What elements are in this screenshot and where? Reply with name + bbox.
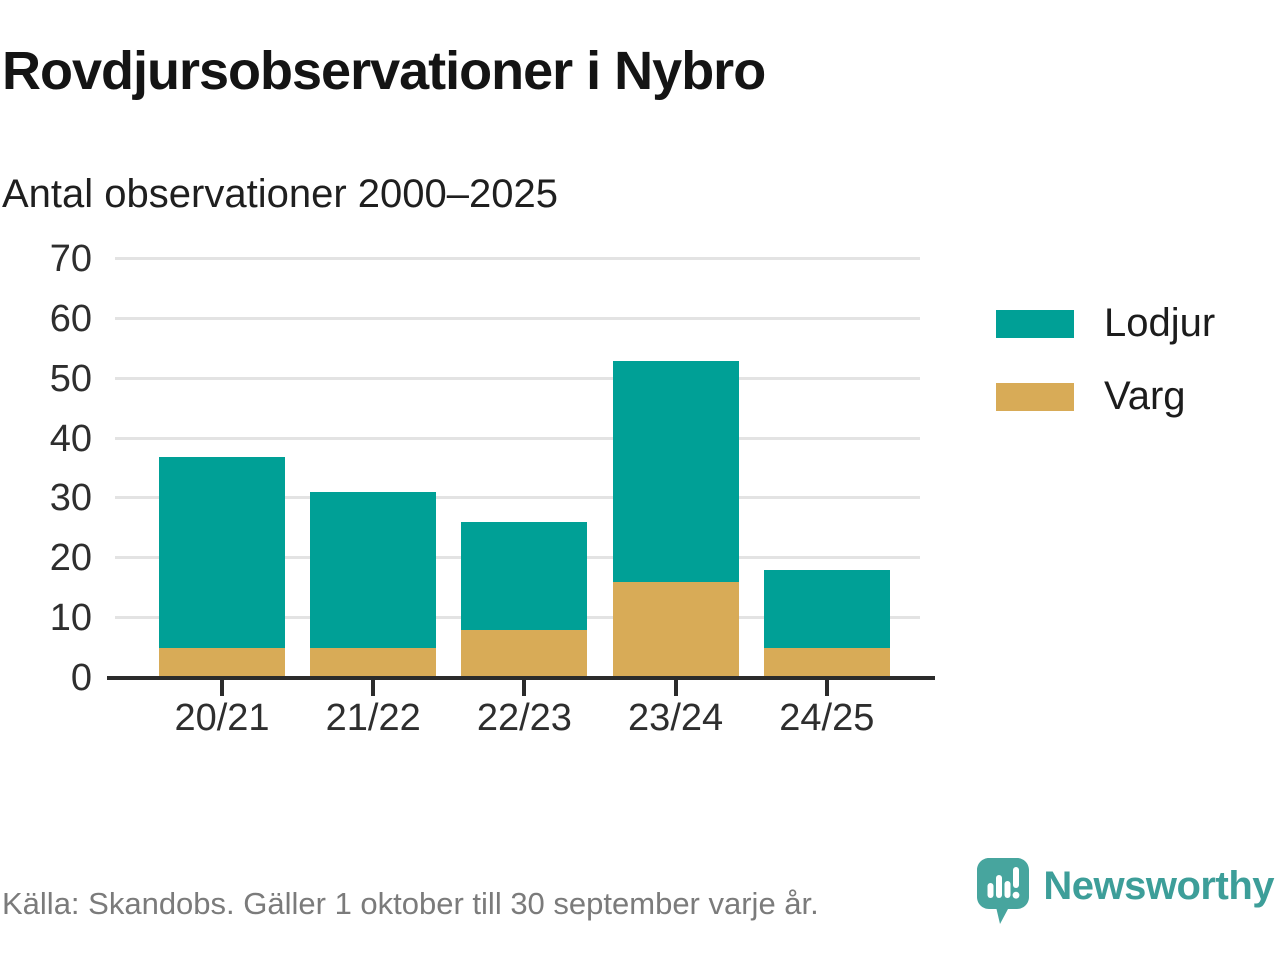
- source-note: Källa: Skandobs. Gäller 1 oktober till 3…: [2, 886, 819, 921]
- bar-segment-varg-22/23: [461, 630, 588, 678]
- bar-segment-lodjur-23/24: [612, 360, 739, 583]
- y-tick-label-30: 30: [49, 477, 92, 520]
- x-tick-21/22: [371, 680, 376, 696]
- bar-segment-lodjur-20/21: [159, 456, 285, 649]
- gridline-50: [115, 376, 920, 380]
- y-tick-label-20: 20: [49, 537, 92, 580]
- bar-segment-varg-24/25: [763, 648, 890, 678]
- y-tick-label-40: 40: [49, 417, 92, 460]
- gridline-40: [115, 436, 920, 440]
- legend-swatch-lodjur: [996, 309, 1074, 338]
- legend-label-varg: Varg: [1104, 374, 1186, 418]
- newsworthy-bar-chart-bubble-icon: [977, 858, 1030, 924]
- y-tick-label-50: 50: [49, 357, 92, 400]
- bar-segment-lodjur-21/22: [310, 492, 437, 649]
- bar-segment-varg-21/22: [310, 648, 437, 678]
- plot-area: 20/21 21/22 22/23 23/24 24/25: [107, 257, 935, 739]
- x-tick-label-22/23: 22/23: [476, 697, 572, 739]
- newsworthy-logo: Newsworthy: [975, 856, 1274, 926]
- x-tick-label-24/25: 24/25: [779, 697, 875, 739]
- y-tick-label-0: 0: [70, 657, 92, 699]
- legend-item-varg: Varg: [996, 374, 1215, 419]
- x-axis-line: [107, 676, 935, 680]
- x-tick-label-23/24: 23/24: [628, 697, 724, 739]
- x-tick-label-21/22: 21/22: [325, 697, 421, 739]
- y-axis-labels: 0 10 20 30 40 50 60 70: [0, 238, 92, 699]
- x-tick-24/25: [824, 680, 829, 696]
- legend-swatch-varg: [996, 382, 1074, 411]
- gridline-70: [115, 257, 920, 260]
- x-tick-20/21: [220, 680, 224, 696]
- x-tick-23/24: [673, 680, 678, 696]
- y-tick-label-70: 70: [49, 238, 92, 280]
- legend-label-lodjur: Lodjur: [1104, 301, 1216, 345]
- newsworthy-wordmark: Newsworthy: [1043, 863, 1274, 908]
- bar-segment-lodjur-24/25: [763, 570, 890, 649]
- x-tick-label-20/21: 20/21: [174, 697, 270, 739]
- bar-segment-varg-20/21: [159, 648, 285, 678]
- gridline-60: [115, 316, 920, 320]
- bar-segment-varg-23/24: [612, 582, 739, 678]
- chart-title: Rovdjursobservationer i Nybro: [2, 41, 766, 101]
- bar-segment-lodjur-22/23: [461, 522, 588, 631]
- legend: Lodjur Varg: [996, 301, 1215, 447]
- x-tick-22/23: [522, 680, 527, 696]
- chart-subtitle: Antal observationer 2000–2025: [2, 172, 558, 216]
- y-tick-label-10: 10: [49, 597, 92, 640]
- y-tick-label-60: 60: [49, 297, 92, 340]
- gridline-30: [115, 496, 920, 500]
- legend-item-lodjur: Lodjur: [996, 301, 1215, 346]
